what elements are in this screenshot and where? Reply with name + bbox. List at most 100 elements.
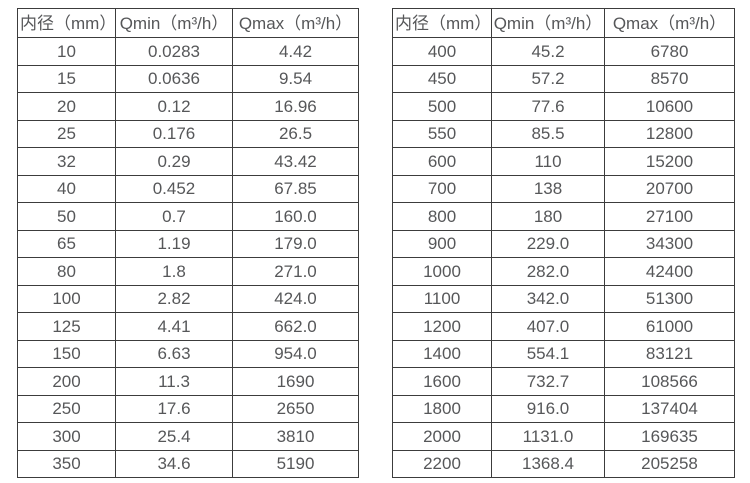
qmax-cell: 1690 [232, 367, 359, 396]
qmin-cell: 732.7 [491, 367, 605, 396]
qmax-cell: 4.42 [232, 37, 359, 66]
table-row: 80 1.8 271.0 [17, 257, 359, 286]
table-row: 1400 554.1 83121 [392, 339, 735, 368]
table-row: 900 229.0 34300 [392, 229, 735, 258]
qmin-cell: 229.0 [491, 229, 605, 258]
diameter-cell: 10 [17, 37, 116, 66]
qmin-cell: 0.7 [115, 202, 233, 231]
column-header-qmin: Qmin（m³/h） [491, 8, 605, 38]
qmin-cell: 1368.4 [491, 449, 605, 478]
qmax-cell: 12800 [604, 119, 735, 148]
qmin-cell: 1.8 [115, 257, 233, 286]
qmax-cell: 34300 [604, 229, 735, 258]
table-row: 100 2.82 424.0 [17, 284, 359, 313]
qmin-cell: 138 [491, 174, 605, 203]
qmin-cell: 11.3 [115, 367, 233, 396]
diameter-cell: 2000 [392, 422, 492, 451]
column-header-qmin: Qmin（m³/h） [115, 8, 233, 38]
diameter-cell: 1800 [392, 394, 492, 423]
qmax-cell: 205258 [604, 449, 735, 478]
table-header: 内径（mm） Qmin（m³/h） Qmax（m³/h） [17, 8, 359, 38]
qmin-cell: 57.2 [491, 64, 605, 93]
table-row: 150 6.63 954.0 [17, 339, 359, 368]
diameter-cell: 100 [17, 284, 116, 313]
diameter-cell: 1400 [392, 339, 492, 368]
diameter-cell: 1000 [392, 257, 492, 286]
column-header-diameter: 内径（mm） [392, 8, 492, 38]
qmin-cell: 77.6 [491, 92, 605, 121]
diameter-cell: 500 [392, 92, 492, 121]
table-row: 600 110 15200 [392, 147, 735, 176]
diameter-cell: 50 [17, 202, 116, 231]
table-row: 800 180 27100 [392, 202, 735, 231]
qmax-cell: 2650 [232, 394, 359, 423]
qmin-cell: 85.5 [491, 119, 605, 148]
qmax-cell: 27100 [604, 202, 735, 231]
qmin-cell: 0.12 [115, 92, 233, 121]
qmin-cell: 0.29 [115, 147, 233, 176]
diameter-cell: 700 [392, 174, 492, 203]
diameter-cell: 450 [392, 64, 492, 93]
diameter-cell: 1600 [392, 367, 492, 396]
diameter-cell: 200 [17, 367, 116, 396]
diameter-cell: 32 [17, 147, 116, 176]
diameter-cell: 250 [17, 394, 116, 423]
qmin-cell: 0.0636 [115, 64, 233, 93]
table-row: 1100 342.0 51300 [392, 284, 735, 313]
table-row: 550 85.5 12800 [392, 119, 735, 148]
qmin-cell: 45.2 [491, 37, 605, 66]
qmin-cell: 25.4 [115, 422, 233, 451]
qmax-cell: 10600 [604, 92, 735, 121]
qmax-cell: 954.0 [232, 339, 359, 368]
diameter-cell: 400 [392, 37, 492, 66]
table-row: 25 0.176 26.5 [17, 119, 359, 148]
column-header-qmax: Qmax（m³/h） [604, 8, 735, 38]
table-row: 1800 916.0 137404 [392, 394, 735, 423]
qmin-cell: 0.452 [115, 174, 233, 203]
qmin-cell: 554.1 [491, 339, 605, 368]
table-row: 20 0.12 16.96 [17, 92, 359, 121]
qmax-cell: 160.0 [232, 202, 359, 231]
qmax-cell: 15200 [604, 147, 735, 176]
table-row: 2000 1131.0 169635 [392, 422, 735, 451]
qmax-cell: 179.0 [232, 229, 359, 258]
qmax-cell: 3810 [232, 422, 359, 451]
qmin-cell: 407.0 [491, 312, 605, 341]
table-row: 2200 1368.4 205258 [392, 449, 735, 478]
qmin-cell: 34.6 [115, 449, 233, 478]
table-row: 1000 282.0 42400 [392, 257, 735, 286]
table-row: 1600 732.7 108566 [392, 367, 735, 396]
table-row: 200 11.3 1690 [17, 367, 359, 396]
diameter-cell: 80 [17, 257, 116, 286]
qmax-cell: 108566 [604, 367, 735, 396]
qmin-cell: 1.19 [115, 229, 233, 258]
table-body: 10 0.0283 4.42 15 0.0636 9.54 20 0.12 16.96 25 0.1… [17, 37, 359, 478]
column-header-qmax: Qmax（m³/h） [232, 8, 359, 38]
diameter-cell: 2200 [392, 449, 492, 478]
table-row: 50 0.7 160.0 [17, 202, 359, 231]
qmax-cell: 61000 [604, 312, 735, 341]
diameter-cell: 600 [392, 147, 492, 176]
diameter-cell: 300 [17, 422, 116, 451]
qmax-cell: 5190 [232, 449, 359, 478]
table-row: 1200 407.0 61000 [392, 312, 735, 341]
table-body: 400 45.2 6780 450 57.2 8570 500 77.6 10600 550 85.… [392, 37, 735, 478]
qmax-cell: 8570 [604, 64, 735, 93]
diameter-cell: 65 [17, 229, 116, 258]
diameter-cell: 800 [392, 202, 492, 231]
qmin-cell: 0.0283 [115, 37, 233, 66]
header-row: 内径（mm） Qmin（m³/h） Qmax（m³/h） [392, 8, 735, 38]
qmax-cell: 169635 [604, 422, 735, 451]
qmax-cell: 51300 [604, 284, 735, 313]
diameter-cell: 15 [17, 64, 116, 93]
qmin-cell: 2.82 [115, 284, 233, 313]
qmin-cell: 180 [491, 202, 605, 231]
diameter-cell: 150 [17, 339, 116, 368]
qmax-cell: 83121 [604, 339, 735, 368]
table-row: 300 25.4 3810 [17, 422, 359, 451]
table-row: 65 1.19 179.0 [17, 229, 359, 258]
table-header: 内径（mm） Qmin（m³/h） Qmax（m³/h） [392, 8, 735, 38]
qmin-cell: 17.6 [115, 394, 233, 423]
qmin-cell: 4.41 [115, 312, 233, 341]
table-row: 400 45.2 6780 [392, 37, 735, 66]
